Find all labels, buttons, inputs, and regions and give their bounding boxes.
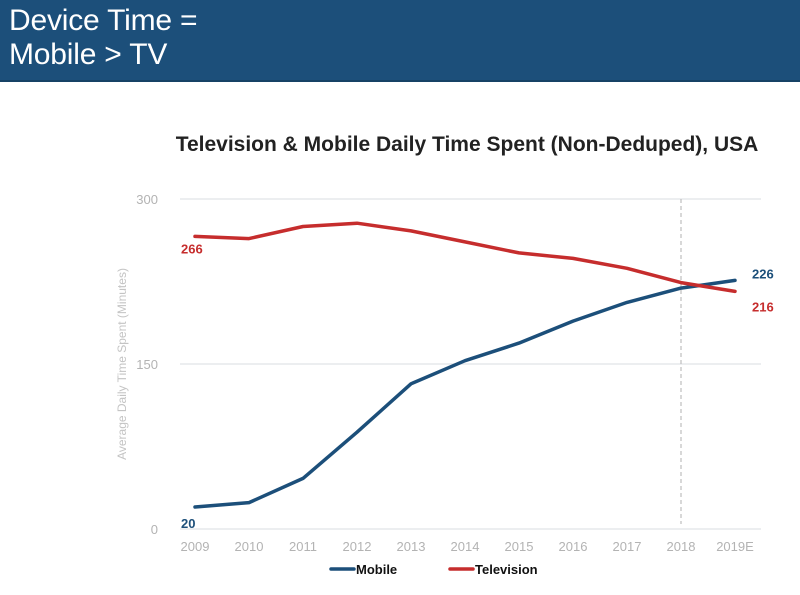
series-line-mobile	[193, 278, 737, 509]
series-line-television	[193, 221, 737, 294]
data-label-last: 226	[752, 266, 774, 281]
slide-title: Device Time = Mobile > TV	[9, 4, 198, 71]
y-axis-label: Average Daily Time Spent (Minutes)	[115, 268, 129, 460]
x-tick-label: 2017	[613, 539, 642, 554]
series-lines	[193, 221, 737, 509]
x-axis-ticks: 2009 2010 2011 2012 2013 2014 2015 2016 2017 2018…	[181, 539, 755, 554]
legend-label: Mobile	[356, 562, 397, 577]
y-tick-label: 0	[151, 522, 158, 537]
legend-item-television: Television	[448, 562, 538, 577]
y-tick-label: 300	[136, 192, 158, 207]
x-tick-label: 2013	[397, 539, 426, 554]
data-label-first: 20	[181, 516, 195, 531]
legend: Mobile Television	[329, 562, 538, 577]
data-labels: 20 226 266 216	[181, 241, 774, 531]
x-tick-label: 2019E	[716, 539, 754, 554]
legend-label: Television	[475, 562, 538, 577]
x-tick-label: 2011	[289, 539, 317, 554]
y-axis-ticks: 0 150 300	[136, 192, 158, 537]
data-label-first: 266	[181, 241, 203, 256]
x-tick-label: 2009	[181, 539, 210, 554]
x-tick-label: 2016	[559, 539, 588, 554]
x-tick-label: 2010	[235, 539, 264, 554]
header-banner: Device Time = Mobile > TV	[0, 0, 800, 82]
gridlines	[180, 198, 761, 530]
data-label-last: 216	[752, 299, 774, 314]
legend-item-mobile: Mobile	[329, 562, 397, 577]
x-tick-label: 2014	[451, 539, 480, 554]
chart-title: Television & Mobile Daily Time Spent (No…	[176, 133, 759, 156]
x-tick-label: 2018	[667, 539, 696, 554]
x-tick-label: 2012	[343, 539, 372, 554]
x-tick-label: 2015	[505, 539, 534, 554]
y-tick-label: 150	[136, 357, 158, 372]
